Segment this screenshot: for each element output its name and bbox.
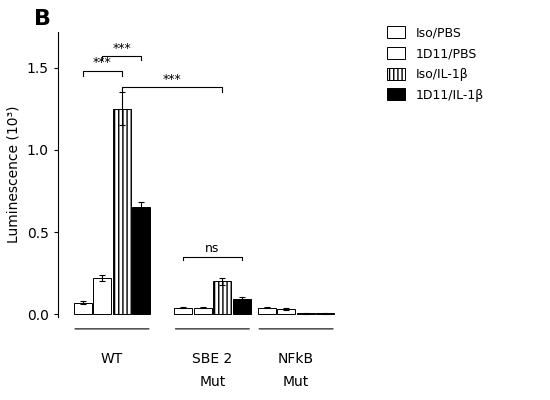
Text: Mut: Mut bbox=[199, 375, 226, 389]
Bar bbox=[297, 313, 315, 314]
Bar bbox=[233, 299, 251, 314]
Bar bbox=[113, 109, 131, 314]
Text: ***: *** bbox=[163, 73, 182, 86]
Text: ***: *** bbox=[93, 56, 112, 69]
Bar bbox=[74, 303, 92, 314]
Text: Mut: Mut bbox=[283, 375, 309, 389]
Bar bbox=[277, 309, 295, 314]
Bar bbox=[93, 278, 111, 314]
Bar bbox=[316, 313, 334, 314]
Text: ns: ns bbox=[205, 242, 219, 255]
Text: B: B bbox=[34, 9, 51, 29]
Y-axis label: Luminescence (10³): Luminescence (10³) bbox=[7, 106, 21, 243]
Bar bbox=[174, 308, 192, 314]
Text: ***: *** bbox=[112, 42, 131, 54]
Text: SBE 2: SBE 2 bbox=[192, 352, 233, 366]
Legend: Iso/PBS, 1D11/PBS, Iso/IL-1β, 1D11/IL-1β: Iso/PBS, 1D11/PBS, Iso/IL-1β, 1D11/IL-1β bbox=[384, 24, 486, 104]
Text: WT: WT bbox=[101, 352, 123, 366]
Bar bbox=[213, 281, 231, 314]
Text: NFkB: NFkB bbox=[278, 352, 314, 366]
Bar bbox=[194, 308, 212, 314]
Bar bbox=[132, 207, 150, 314]
Bar bbox=[258, 308, 276, 314]
